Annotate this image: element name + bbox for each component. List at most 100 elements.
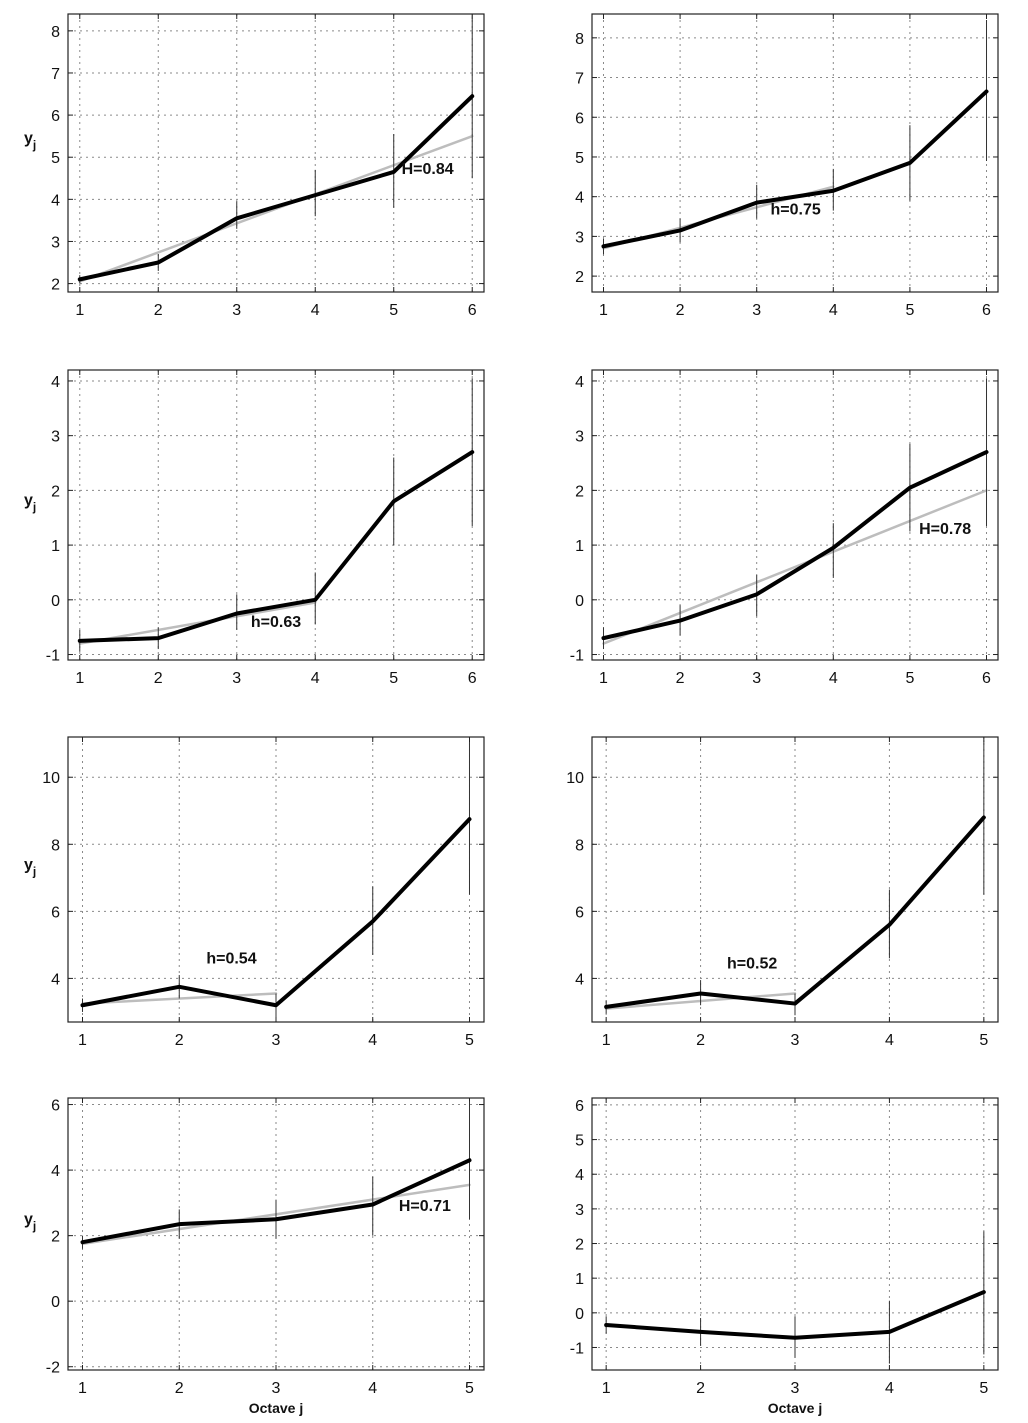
x-tick-label: 6 (982, 670, 991, 687)
chart-panel-2: 1 2 3 4 5 6 2 3 4 5 6 7 8 h=0.75 (514, 0, 1028, 356)
fit-line (78, 134, 474, 283)
annotation-label: H=0.78 (919, 521, 971, 538)
y-tick-label: 4 (575, 1167, 584, 1184)
annotation-label: h=0.63 (251, 614, 301, 631)
y-tick-label: 6 (575, 1098, 584, 1115)
y-tick-label: 1 (51, 538, 60, 555)
x-tick-label: 1 (75, 302, 84, 319)
y-tick-label: 6 (51, 108, 60, 125)
chart-svg: 1 2 3 4 5 6 -1 0 1 2 3 4 H=0.78 (570, 369, 999, 687)
y-axis-label: yj (24, 1211, 36, 1233)
x-tick-label: 5 (905, 670, 914, 687)
chart-panel-6: 1 2 3 4 5 4 6 8 10 h=0.52 (514, 712, 1028, 1068)
x-tick-label: 4 (885, 1380, 894, 1397)
x-tick-label: 1 (599, 302, 608, 319)
y-tick-label: 2 (575, 1237, 584, 1254)
chart-panel-8: 1 2 3 4 5 -1 0 1 2 3 4 5 6 Octave j (514, 1068, 1028, 1423)
x-tick-label: 3 (272, 1380, 281, 1397)
y-tick-label: 6 (51, 904, 60, 921)
y-axis-label: yj (24, 857, 36, 879)
annotation-label: h=0.52 (727, 955, 777, 972)
y-tick-label: 4 (575, 971, 584, 988)
y-tick-label: 0 (575, 593, 584, 610)
annotation-label: H=0.71 (399, 1198, 451, 1215)
series-line (77, 450, 475, 643)
series-line (604, 1290, 986, 1340)
y-tick-label: -1 (46, 648, 60, 665)
y-tick-label: 10 (566, 770, 584, 787)
x-tick-label: 3 (232, 670, 241, 687)
x-tick-label: 5 (465, 1032, 474, 1049)
chart-svg: 1 2 3 4 5 6 -1 0 1 2 3 4 yj h=0.63 (24, 369, 485, 687)
plot-frame (67, 369, 485, 661)
y-axis-label: yj (24, 492, 36, 514)
y-tick-label: 6 (51, 1098, 60, 1115)
x-tick-label: 1 (602, 1032, 611, 1049)
x-tick-label: 3 (752, 670, 761, 687)
plot-frame (591, 369, 999, 661)
x-tick-label: 2 (154, 670, 163, 687)
x-tick-label: 5 (465, 1380, 474, 1397)
series-line (77, 94, 475, 282)
y-tick-label: 6 (575, 904, 584, 921)
y-tick-label: 2 (51, 1229, 60, 1246)
x-tick-label: 1 (602, 1380, 611, 1397)
x-tick-label: 2 (676, 302, 685, 319)
y-tick-label: 0 (51, 593, 60, 610)
y-tick-label: 4 (575, 374, 584, 391)
y-tick-label: 8 (575, 31, 584, 48)
y-tick-label: 5 (51, 150, 60, 167)
chart-panel-3: 1 2 3 4 5 6 -1 0 1 2 3 4 yj h=0.63 (0, 356, 514, 712)
chart-panel-1: 1 2 3 4 5 6 2 3 4 5 6 7 8 yj H=0.84 (0, 0, 514, 356)
x-tick-label: 6 (982, 302, 991, 319)
y-tick-label: 1 (575, 538, 584, 555)
x-tick-label: 5 (389, 302, 398, 319)
plot-frame (67, 13, 485, 293)
y-tick-label: 2 (575, 269, 584, 286)
y-tick-label: 3 (51, 429, 60, 446)
x-tick-label: 1 (75, 670, 84, 687)
y-tick-label: 2 (51, 483, 60, 500)
y-tick-label: 0 (575, 1306, 584, 1323)
fit-line (602, 489, 988, 645)
y-tick-label: 2 (575, 483, 584, 500)
x-tick-label: 3 (232, 302, 241, 319)
chart-svg: 1 2 3 4 5 -2 0 2 4 6 yj Octave j H=0.71 (24, 1097, 485, 1416)
x-tick-label: 4 (311, 302, 320, 319)
x-tick-label: 3 (272, 1032, 281, 1049)
x-tick-label: 2 (676, 670, 685, 687)
y-tick-label: 7 (575, 71, 584, 88)
x-tick-label: 2 (696, 1032, 705, 1049)
x-tick-label: 3 (752, 302, 761, 319)
series-line (80, 817, 472, 1008)
series-line (80, 1158, 472, 1245)
x-tick-label: 3 (791, 1032, 800, 1049)
y-tick-label: 3 (51, 234, 60, 251)
x-tick-label: 4 (311, 670, 320, 687)
y-tick-label: 3 (575, 229, 584, 246)
x-tick-label: 5 (389, 670, 398, 687)
y-tick-label: 1 (575, 1271, 584, 1288)
chart-svg: 1 2 3 4 5 4 6 8 10 h=0.52 (566, 736, 999, 1049)
y-tick-label: 4 (51, 192, 60, 209)
plot-frame (591, 13, 999, 293)
y-axis-label: yj (24, 130, 36, 152)
chart-svg: 1 2 3 4 5 4 6 8 10 yj h=0.54 (24, 736, 485, 1049)
chart-svg: 1 2 3 4 5 -1 0 1 2 3 4 5 6 Octave j (570, 1097, 999, 1416)
y-tick-label: 2 (51, 277, 60, 294)
x-tick-label: 5 (979, 1032, 988, 1049)
series-line (601, 450, 989, 641)
annotation-label: h=0.75 (770, 202, 820, 219)
x-axis-label: Octave j (249, 1400, 303, 1416)
y-tick-label: 4 (51, 1163, 60, 1180)
y-tick-label: 4 (51, 971, 60, 988)
series-line (604, 815, 986, 1009)
chart-panel-7: 1 2 3 4 5 -2 0 2 4 6 yj Octave j H=0.71 (0, 1068, 514, 1423)
y-tick-label: -1 (570, 648, 584, 665)
y-tick-label: 6 (575, 110, 584, 127)
x-tick-label: 3 (791, 1380, 800, 1397)
chart-panel-5: 1 2 3 4 5 4 6 8 10 yj h=0.54 (0, 712, 514, 1068)
chart-panel-4: 1 2 3 4 5 6 -1 0 1 2 3 4 H=0.78 (514, 356, 1028, 712)
